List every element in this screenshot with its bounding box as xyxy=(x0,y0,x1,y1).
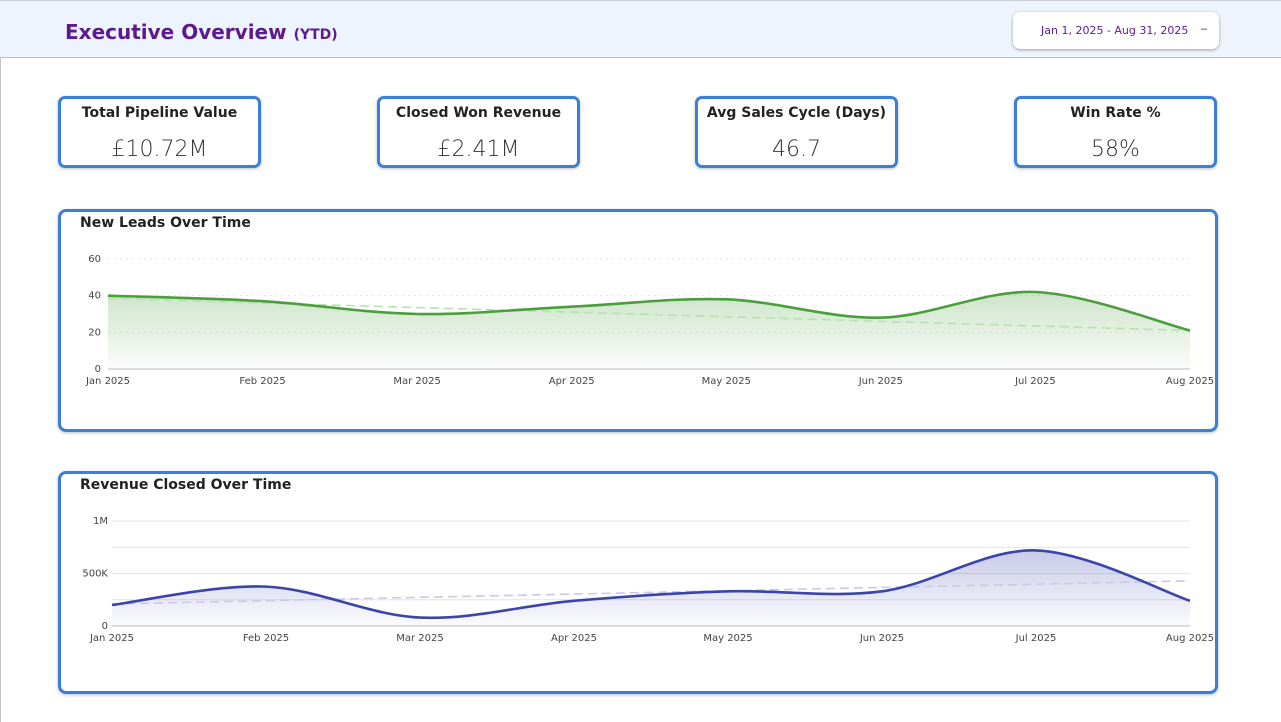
kpi-card-pipeline: Total Pipeline Value £10.72M xyxy=(58,96,261,168)
revenue-closed-chart: 0 500K 1M Jan 2025 Feb 2025 Mar 2025 Apr 2025 M… xyxy=(82,516,1214,644)
kpi-value: £10.72M xyxy=(111,137,208,162)
x-tick-label: May 2025 xyxy=(702,376,751,387)
y-tick-label: 500K xyxy=(82,569,108,580)
x-tick-label: Jan 2025 xyxy=(85,376,130,387)
y-tick-label: 60 xyxy=(88,254,101,265)
x-tick-label: Apr 2025 xyxy=(551,633,597,644)
x-tick-label: Jul 2025 xyxy=(1014,376,1056,387)
x-tick-label: Mar 2025 xyxy=(396,633,444,644)
x-tick-label: Aug 2025 xyxy=(1166,633,1214,644)
x-tick-label: Feb 2025 xyxy=(243,633,289,644)
chart-card-revenue-closed: Revenue Closed Over Time 0 500K 1M Jan 2025… xyxy=(58,471,1218,694)
kpi-card-win-rate: Win Rate % 58% xyxy=(1014,96,1217,168)
x-tick-label: Mar 2025 xyxy=(393,376,441,387)
kpi-label: Closed Won Revenue xyxy=(395,105,562,121)
date-range-picker[interactable]: Jan 1, 2025 - Aug 31, 2025 – xyxy=(1013,12,1219,49)
x-tick-label: Jun 2025 xyxy=(858,376,903,387)
page-title: Executive Overview (YTD) xyxy=(65,20,338,44)
left-divider xyxy=(0,58,1,722)
kpi-label: Avg Sales Cycle (Days) xyxy=(706,105,887,121)
x-tick-label: Jul 2025 xyxy=(1015,633,1057,644)
kpi-card-closed-won: Closed Won Revenue £2.41M xyxy=(377,96,580,168)
header-bar: Executive Overview (YTD) Jan 1, 2025 - A… xyxy=(0,0,1281,58)
y-tick-label: 0 xyxy=(102,621,108,632)
chart-card-new-leads: New Leads Over Time 0 20 40 60 Jan 2025 Feb 2… xyxy=(58,209,1218,432)
kpi-value: 58% xyxy=(1091,137,1140,162)
x-tick-label: Apr 2025 xyxy=(549,376,595,387)
x-tick-label: Jan 2025 xyxy=(89,633,134,644)
date-range-value: Jan 1, 2025 - Aug 31, 2025 xyxy=(1041,24,1189,37)
x-tick-label: May 2025 xyxy=(703,633,752,644)
y-tick-label: 0 xyxy=(95,364,101,375)
kpi-label: Total Pipeline Value xyxy=(81,105,238,121)
chart-title: New Leads Over Time xyxy=(80,215,251,231)
x-tick-label: Feb 2025 xyxy=(239,376,285,387)
y-tick-label: 40 xyxy=(88,291,101,302)
x-tick-label: Jun 2025 xyxy=(859,633,904,644)
kpi-card-sales-cycle: Avg Sales Cycle (Days) 46.7 xyxy=(695,96,898,168)
kpi-value: 46.7 xyxy=(772,137,821,162)
y-tick-label: 1M xyxy=(93,516,108,527)
kpi-value: £2.41M xyxy=(437,137,520,162)
page-title-suffix: (YTD) xyxy=(293,27,338,43)
x-tick-label: Aug 2025 xyxy=(1166,376,1214,387)
chevron-down-icon[interactable]: – xyxy=(1201,23,1208,35)
chart-title: Revenue Closed Over Time xyxy=(80,477,292,493)
kpi-label: Win Rate % xyxy=(1070,105,1161,121)
y-tick-label: 20 xyxy=(88,327,101,338)
page-title-text: Executive Overview xyxy=(65,20,287,44)
new-leads-chart: 0 20 40 60 Jan 2025 Feb 2025 Mar 2025 Apr 2025 M… xyxy=(85,254,1214,387)
